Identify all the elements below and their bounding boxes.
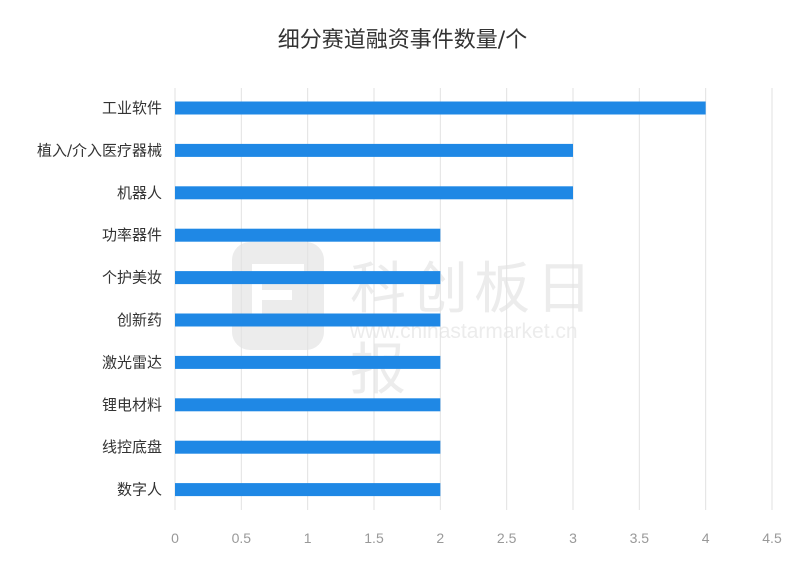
category-label: 植入/介入医疗器械 [37,141,162,159]
x-tick-label: 3.5 [630,530,650,546]
bar [175,271,441,285]
category-label: 激光雷达 [102,353,162,371]
x-tick-labels: 0 0.5 1 1.5 2 2.5 3 3.5 4 4.5 [171,530,782,546]
bar [175,483,441,497]
bar [175,228,441,242]
watermark-logo-icon [232,242,324,350]
bar [175,440,441,454]
gridlines [174,88,773,510]
category-label: 锂电材料 [102,396,162,414]
bar [175,398,441,412]
bar [175,313,441,327]
x-tick-label: 1 [304,530,312,546]
x-tick-label: 3 [569,530,577,546]
x-tick-label: 1.5 [364,530,384,546]
bar [175,143,573,157]
category-label: 工业软件 [102,99,162,117]
category-label: 创新药 [117,311,162,329]
category-label: 个护美妆 [102,269,162,287]
x-tick-label: 0 [171,530,179,546]
category-label: 功率器件 [102,226,162,244]
watermark-name: 科创板日报 [350,257,598,403]
category-label: 数字人 [117,481,162,499]
x-tick-label: 2.5 [497,530,517,546]
bar [175,355,441,369]
bar [175,186,573,200]
chart-title: 细分赛道融资事件数量/个 [277,28,528,53]
x-tick-label: 2 [436,530,444,546]
x-tick-label: 0.5 [232,530,252,546]
bars [175,101,706,497]
bar [175,101,706,115]
category-labels: 工业软件植入/介入医疗器械机器人功率器件个护美妆创新药激光雷达锂电材料线控底盘数… [37,99,162,499]
category-label: 线控底盘 [102,438,162,456]
category-label: 机器人 [117,184,162,202]
x-tick-label: 4.5 [762,530,782,546]
x-tick-label: 4 [702,530,710,546]
